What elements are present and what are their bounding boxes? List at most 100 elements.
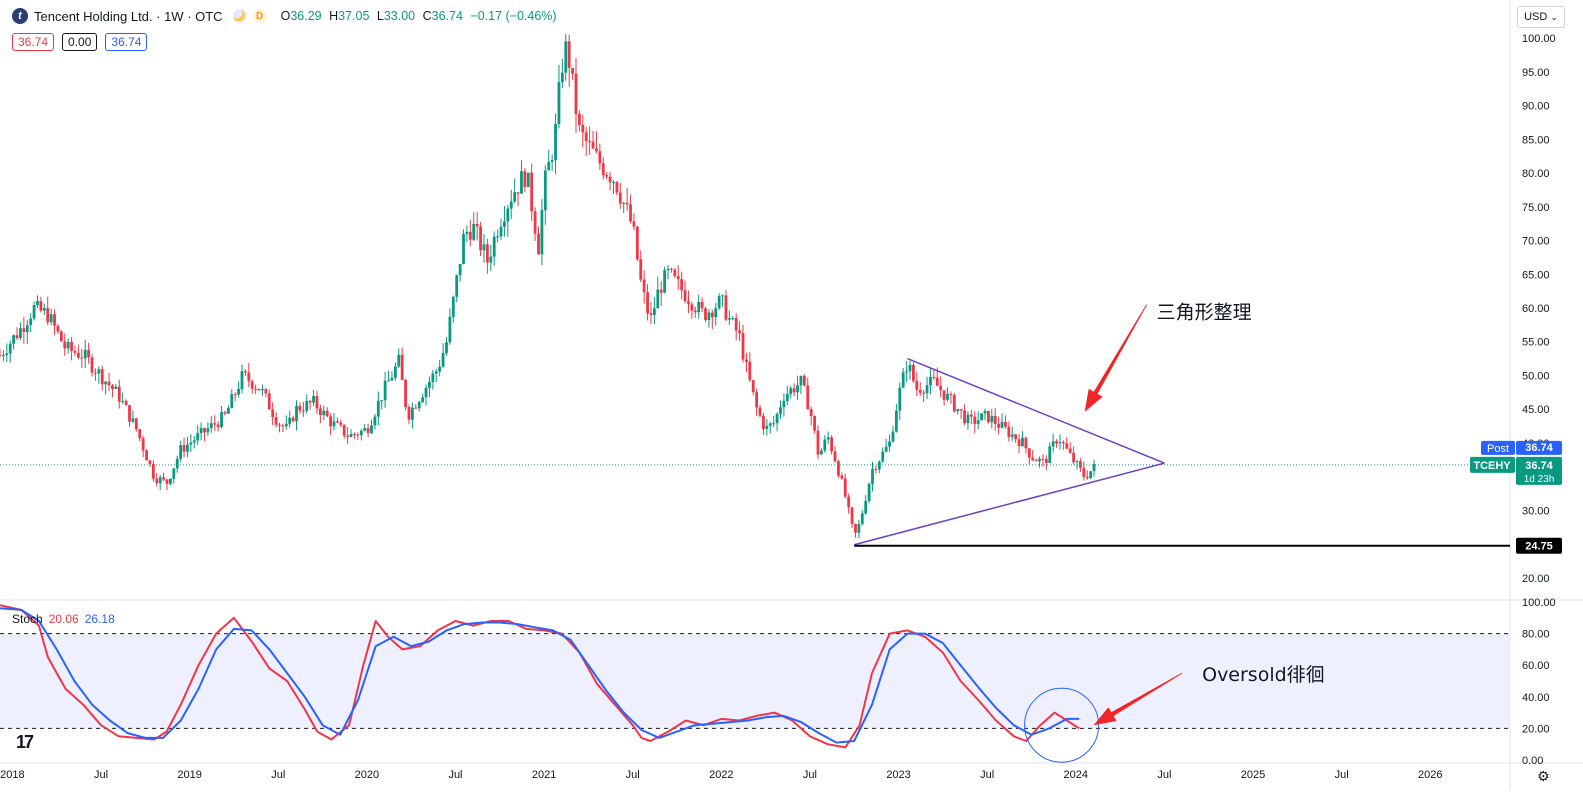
candle-body — [121, 400, 125, 402]
candle-body — [867, 483, 871, 502]
delayed-badge[interactable]: D — [252, 9, 267, 23]
candle-body — [578, 114, 581, 125]
bid-pill[interactable]: 36.74 — [12, 33, 55, 51]
candle-body — [687, 301, 690, 305]
stoch-series-d — [0, 607, 1080, 744]
moon-icon[interactable]: 🌙 — [232, 9, 247, 23]
candle-body — [451, 296, 455, 317]
oversold-circle[interactable] — [1024, 687, 1100, 763]
candle-body — [874, 468, 878, 470]
candle-body — [36, 301, 39, 306]
candle-body — [223, 412, 227, 414]
candle-body — [789, 388, 793, 395]
candle-body — [363, 428, 367, 431]
candle-body — [724, 295, 728, 320]
candle-body — [980, 413, 983, 421]
candle-body — [952, 394, 956, 412]
candle-body — [1004, 421, 1007, 427]
candle-body — [267, 393, 271, 410]
candle-body — [843, 478, 847, 497]
candle-body — [87, 349, 91, 358]
candle-body — [434, 371, 438, 374]
candle-body — [274, 417, 278, 425]
candle-body — [240, 371, 244, 390]
candle-body — [1075, 461, 1079, 463]
candle-body — [278, 424, 281, 426]
candle-body — [59, 331, 63, 342]
candle-body — [847, 496, 851, 508]
stoch-legend[interactable]: Stoch 20.06 26.18 — [12, 612, 115, 626]
candle-body — [431, 373, 435, 382]
ask-pill[interactable]: 36.74 — [105, 33, 148, 51]
candle-body — [986, 410, 990, 423]
candle-body — [295, 405, 298, 422]
candle-body — [1089, 471, 1093, 479]
candle-body — [482, 244, 486, 251]
candle-body — [489, 256, 493, 263]
currency-select[interactable]: USD ⌄ — [1517, 6, 1565, 28]
triangle-upper-line[interactable] — [907, 357, 1165, 464]
candle-body — [172, 468, 176, 479]
close-value: 36.74 — [431, 9, 463, 23]
candle-body — [192, 440, 196, 443]
symbol-header: t Tencent Holding Ltd. · 1W · OTC 🌙 D O3… — [12, 8, 561, 24]
candle-body — [1021, 437, 1024, 447]
oversold-arrow[interactable] — [1093, 672, 1183, 726]
candle-body — [186, 444, 189, 452]
candle-body — [1055, 441, 1058, 444]
candle-body — [216, 424, 220, 428]
gear-icon[interactable]: ⚙ — [1537, 768, 1550, 784]
candle-body — [66, 342, 70, 349]
post-label-bg — [1481, 440, 1515, 455]
candle-body — [673, 269, 677, 277]
candle-body — [802, 375, 806, 386]
candle-body — [387, 380, 390, 382]
candle-body — [243, 371, 247, 373]
candle-body — [1017, 439, 1021, 447]
candle-body — [397, 354, 401, 367]
annotation-arrow[interactable] — [1084, 304, 1148, 412]
candle-body — [8, 343, 12, 354]
time-tick-label: Jul — [980, 769, 994, 781]
triangle-lower-line[interactable] — [854, 462, 1165, 546]
candle-body — [854, 523, 857, 533]
candle-body — [63, 341, 67, 349]
candle-body — [199, 428, 203, 434]
candle-body — [601, 163, 605, 176]
candle-body — [779, 407, 782, 414]
candle-body — [949, 393, 953, 395]
candle-body — [751, 380, 755, 393]
candle-body — [966, 414, 970, 424]
candle-body — [642, 279, 646, 293]
company-logo-icon: t — [12, 8, 28, 24]
time-tick-label: 2020 — [355, 769, 379, 781]
time-tick-label: 2019 — [177, 769, 201, 781]
candle-body — [983, 410, 987, 414]
candle-body — [881, 451, 885, 462]
high-label: H — [329, 9, 339, 23]
candle-body — [1034, 459, 1038, 462]
candle-body — [134, 418, 138, 430]
candle-body — [997, 423, 1001, 428]
candle-body — [615, 181, 619, 193]
candle-body — [891, 431, 895, 442]
candle-body — [100, 369, 104, 385]
time-tick-label: Jul — [94, 769, 108, 781]
candle-body — [301, 410, 305, 412]
candle-body — [537, 233, 540, 255]
candle-body — [1044, 459, 1048, 463]
candle-body — [625, 202, 629, 205]
candle-body — [543, 170, 547, 211]
candle-body — [503, 221, 506, 227]
candle-body — [837, 461, 840, 476]
candle-body — [721, 295, 724, 297]
symbol-title[interactable]: Tencent Holding Ltd. · 1W · OTC — [34, 8, 223, 24]
oversold-text[interactable]: Oversold徘徊 — [1202, 664, 1325, 686]
candle-body — [151, 463, 155, 479]
candle-body — [748, 361, 752, 381]
tradingview-logo[interactable]: 17 — [16, 732, 34, 752]
annotation-text[interactable]: 三角形整理 — [1157, 302, 1252, 324]
candle-body — [1014, 434, 1018, 440]
candle-body — [288, 417, 292, 424]
